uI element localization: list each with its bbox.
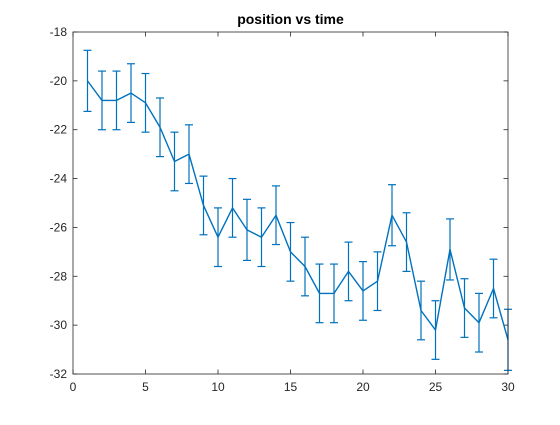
chart-title: position vs time: [237, 11, 344, 27]
x-tick-label: 15: [284, 380, 298, 394]
x-tick-label: 10: [211, 380, 225, 394]
series-line: [86, 80, 509, 340]
y-axis-ticks: -32 -30 -28 -26 -24 -22 -20 -18: [50, 25, 508, 381]
x-tick-label: 30: [501, 380, 515, 394]
y-tick-label: -24: [50, 172, 68, 186]
y-tick-label: -30: [50, 318, 68, 332]
x-tick-label: 0: [70, 380, 77, 394]
plot-area-box: [72, 31, 509, 375]
series-group: [86, 80, 509, 340]
x-tick-label: 5: [142, 380, 149, 394]
y-tick-label: -28: [50, 269, 68, 283]
x-tick-label: 20: [356, 380, 370, 394]
error-bar: [83, 49, 92, 112]
y-tick-label: -26: [50, 220, 68, 234]
y-tick-label: -22: [50, 123, 68, 137]
y-tick-label: -20: [50, 74, 68, 88]
x-tick-label: 25: [429, 380, 443, 394]
y-tick-label: -32: [50, 367, 68, 381]
error-bars: [83, 49, 512, 371]
x-axis-ticks: 0 5 10 15 20 25 30: [70, 32, 515, 394]
y-tick-label: -18: [50, 25, 68, 39]
